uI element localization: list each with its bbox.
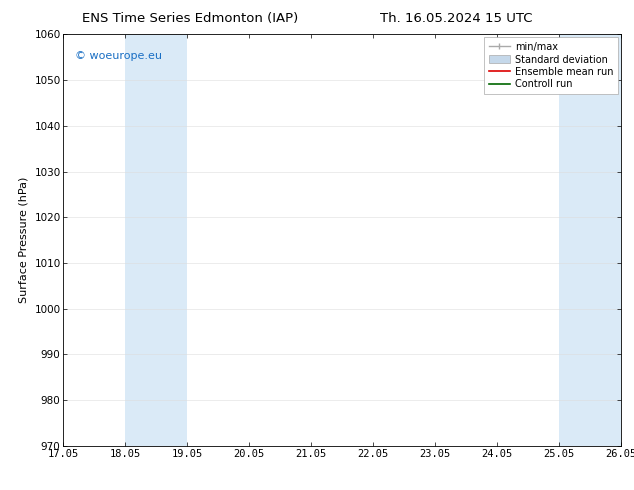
Text: Th. 16.05.2024 15 UTC: Th. 16.05.2024 15 UTC — [380, 12, 533, 25]
Bar — [559, 34, 621, 446]
Text: © woeurope.eu: © woeurope.eu — [75, 51, 162, 61]
Bar — [126, 34, 188, 446]
Legend: min/max, Standard deviation, Ensemble mean run, Controll run: min/max, Standard deviation, Ensemble me… — [484, 37, 618, 94]
Text: ENS Time Series Edmonton (IAP): ENS Time Series Edmonton (IAP) — [82, 12, 299, 25]
Y-axis label: Surface Pressure (hPa): Surface Pressure (hPa) — [19, 177, 29, 303]
